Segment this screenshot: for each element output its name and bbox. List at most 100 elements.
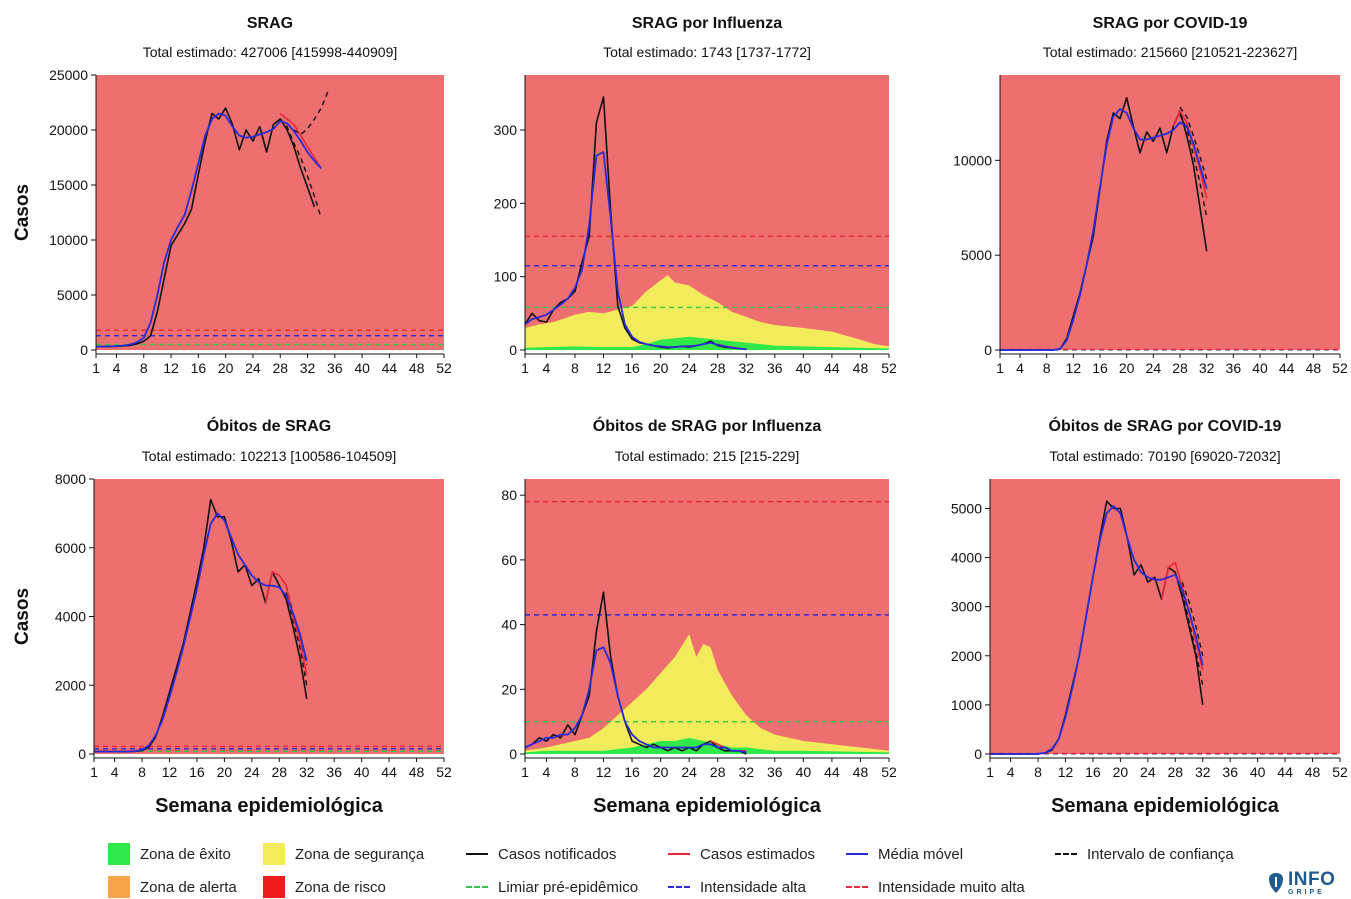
chart-subtitle: Total estimado: 70190 [69020-72032]	[1049, 448, 1280, 464]
y-tick-label: 300	[494, 122, 518, 138]
y-tick-label: 5000	[961, 247, 992, 263]
logo-sub-text: GRIPE	[1288, 889, 1325, 896]
y-tick-label: 4000	[951, 550, 982, 566]
x-tick-label: 28	[710, 360, 726, 376]
x-tick-label: 24	[245, 360, 261, 376]
legend-line-moving-avg	[846, 853, 868, 855]
x-tick-label: 36	[327, 360, 343, 376]
x-tick-label: 48	[409, 360, 425, 376]
y-axis-label: Casos	[12, 184, 33, 241]
x-tick-label: 28	[1168, 764, 1184, 780]
x-tick-label: 4	[1016, 360, 1024, 376]
x-tick-label: 12	[163, 360, 179, 376]
y-tick-label: 0	[80, 342, 88, 358]
x-tick-label: 40	[796, 360, 812, 376]
chart-panel-6: Óbitos de SRAG por COVID-19 Total estimad…	[951, 416, 1348, 817]
x-tick-label: 40	[354, 764, 370, 780]
y-tick-label: 3000	[951, 599, 982, 615]
x-tick-label: 8	[1043, 360, 1051, 376]
x-tick-label: 48	[1305, 764, 1321, 780]
zone-risk-area	[1000, 75, 1340, 350]
x-tick-label: 8	[571, 764, 579, 780]
y-tick-label: 0	[509, 342, 517, 358]
y-tick-label: 4000	[55, 609, 86, 625]
x-tick-label: 52	[1332, 360, 1348, 376]
ci-upper-line	[1179, 106, 1208, 180]
x-tick-label: 28	[272, 764, 288, 780]
x-tick-label: 8	[571, 360, 579, 376]
chart-panel-5: Óbitos de SRAG por Influenza Total estima…	[501, 416, 897, 817]
chart-subtitle: Total estimado: 215660 [210521-223627]	[1043, 44, 1298, 60]
x-tick-label: 12	[1058, 764, 1074, 780]
estimated-cases-line	[279, 112, 322, 169]
legend-zone-safety: Zona de segurança	[263, 843, 424, 865]
x-tick-label: 44	[382, 360, 398, 376]
x-tick-label: 52	[1332, 764, 1348, 780]
legend-label-alert: Zona de alerta	[140, 878, 237, 896]
y-tick-label: 20	[501, 681, 517, 697]
legend-line-notified	[466, 853, 488, 855]
y-tick-label: 60	[501, 552, 517, 568]
y-tick-label: 8000	[55, 471, 86, 487]
x-tick-label: 40	[1252, 360, 1268, 376]
x-tick-label: 40	[796, 764, 812, 780]
shield-icon	[1268, 872, 1284, 894]
legend-swatch-risk	[263, 876, 285, 898]
zone-safety-area	[525, 634, 889, 754]
y-tick-label: 6000	[55, 540, 86, 556]
x-tick-label: 4	[113, 360, 121, 376]
legend-estimated: Casos estimados	[668, 843, 815, 865]
x-tick-label: 1	[521, 764, 529, 780]
x-tick-label: 48	[853, 764, 869, 780]
legend-pre-epidemic: Limiar pré-epidêmico	[466, 876, 638, 898]
x-tick-label: 48	[1306, 360, 1322, 376]
legend-zone-success: Zona de êxito	[108, 843, 231, 865]
x-tick-label: 20	[653, 764, 669, 780]
x-tick-label: 20	[217, 764, 233, 780]
x-tick-label: 32	[738, 764, 754, 780]
x-tick-label: 20	[218, 360, 234, 376]
x-tick-label: 44	[381, 764, 397, 780]
x-tick-label: 8	[140, 360, 148, 376]
chart-subtitle: Total estimado: 102213 [100586-104509]	[142, 448, 397, 464]
x-tick-label: 1	[996, 360, 1004, 376]
x-tick-label: 32	[300, 360, 316, 376]
chart-panel-4: Óbitos de SRAG Total estimado: 102213 [10…	[12, 416, 452, 817]
chart-subtitle: Total estimado: 215 [215-229]	[615, 448, 799, 464]
x-tick-label: 20	[1113, 764, 1129, 780]
chart-title: SRAG	[247, 15, 293, 32]
x-tick-label: 40	[354, 360, 370, 376]
y-tick-label: 0	[509, 746, 517, 762]
chart-panel-2: SRAG por Influenza Total estimado: 1743 […	[494, 15, 897, 376]
ci-lower-line	[285, 592, 308, 686]
x-tick-label: 40	[1250, 764, 1266, 780]
zone-success-area	[525, 737, 889, 754]
legend-moving-avg: Média móvel	[846, 843, 963, 865]
x-tick-label: 44	[1277, 764, 1293, 780]
x-tick-label: 48	[853, 360, 869, 376]
chart-subtitle: Total estimado: 1743 [1737-1772]	[603, 44, 811, 60]
notified-cases-line	[96, 107, 316, 348]
y-axis-label: Casos	[12, 588, 33, 645]
x-tick-label: 16	[191, 360, 207, 376]
x-tick-label: 20	[653, 360, 669, 376]
legend-label-safety: Zona de segurança	[295, 845, 425, 863]
legend-line-estimated	[668, 853, 690, 855]
legend-notified: Casos notificados	[466, 843, 616, 865]
y-tick-label: 10000	[49, 232, 88, 248]
y-tick-label: 0	[974, 746, 982, 762]
legend-line-ci	[1055, 853, 1077, 855]
y-tick-label: 5000	[57, 287, 88, 303]
x-tick-label: 8	[1034, 764, 1042, 780]
y-tick-label: 80	[501, 487, 517, 503]
x-tick-label: 1	[90, 764, 98, 780]
legend-high: Intensidade alta	[668, 876, 806, 898]
x-tick-label: 52	[881, 360, 897, 376]
x-tick-label: 16	[1085, 764, 1101, 780]
zone-risk-area	[96, 75, 444, 350]
estimated-cases-line	[264, 570, 308, 676]
legend-label-success: Zona de êxito	[140, 845, 231, 863]
moving-average-line	[524, 151, 747, 351]
x-tick-label: 52	[881, 764, 897, 780]
chart-title: Óbitos de SRAG por COVID-19	[1049, 416, 1282, 435]
